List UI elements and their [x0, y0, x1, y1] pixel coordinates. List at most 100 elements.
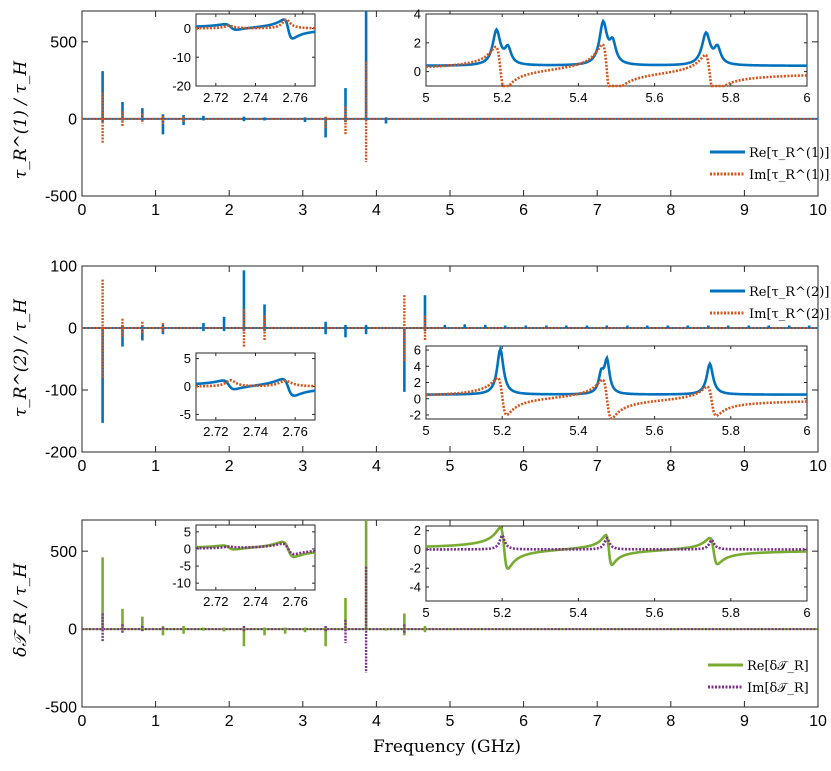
panel-1-xtick-label: 7 [593, 202, 602, 219]
panel-2-plot-area: 0 1 2 3 4 5 6 7 8 9 10 -200 -100 0 100 2.72 2.74 2.76 -5 0 5… [45, 259, 827, 475]
panel-3-xtick-label: 5 [446, 713, 455, 730]
panel-2: 0 1 2 3 4 5 6 7 8 9 10 -200 -100 0 100 2.72 2.74 2.76 -5 0 5… [11, 259, 829, 475]
panel-1-inset-2-ytick-label: 4 [414, 7, 421, 22]
panel-1-xtick-label: 3 [298, 202, 307, 219]
panel-3-inset-2-xtick-label: 5.8 [722, 605, 740, 620]
panel-2-inset-1-ytick-label: -5 [179, 407, 191, 422]
panel-2-xtick-label: 4 [372, 458, 381, 475]
panel-3-legend-im-label: Im[δ𝒯_R] [747, 681, 809, 696]
panel-1-inset-2-re-line [426, 18, 808, 67]
panel-1-xtick-label: 4 [372, 202, 381, 219]
panel-3-xtick-label: 4 [372, 713, 381, 730]
panel-2-inset-1-xtick-label: 2.72 [203, 424, 228, 439]
panel-2-ytick-label: -200 [45, 445, 77, 462]
panel-2-inset-2-ytick-label: 0 [414, 391, 421, 406]
panel-1-xtick-label: 1 [151, 202, 160, 219]
panel-3-ylabel: δ𝒯_R / τ_H [11, 562, 31, 657]
panel-1-legend-im-label: Im[τ_R^(1)] [749, 168, 829, 183]
panel-3-ytick-label: -500 [45, 700, 77, 717]
panel-1-xtick-label: 6 [519, 202, 528, 219]
panel-1-inset-1-im-line [196, 18, 316, 30]
panel-2-xtick-label: 9 [740, 458, 749, 475]
panel-3-ytick-label: 500 [50, 544, 77, 561]
panel-3-xtick-label: 9 [740, 713, 749, 730]
panel-1-inset-1-xtick-label: 2.76 [283, 90, 308, 105]
panel-3-xtick-label: 10 [809, 713, 827, 730]
panel-1-legend: Re[τ_R^(1)] Im[τ_R^(1)] [702, 140, 829, 188]
panel-2-inset-1-ytick-label: 0 [184, 379, 191, 394]
panel-3-inset-1-ytick-label: 5 [184, 524, 191, 539]
panel-1-inset-2-xtick-label: 5.4 [569, 90, 587, 105]
panel-3-inset-1-xtick-label: 2.76 [283, 594, 308, 609]
panel-1-ylabel: τ_R^(1) / τ_H [11, 60, 31, 179]
panel-1-inset-2: 5 5.2 5.4 5.6 5.8 6 0 2 4 [414, 7, 811, 105]
panel-2-inset-2-xtick-label: 5.6 [646, 423, 664, 438]
panel-3-legend-re-label: Re[δ𝒯_R] [747, 659, 809, 674]
x-axis-title: Frequency (GHz) [373, 737, 521, 757]
panel-1-inset-2-xtick-label: 6 [803, 90, 810, 105]
panel-2-xtick-label: 8 [666, 458, 675, 475]
panel-3-inset-2: 5 5.2 5.4 5.6 5.8 6 -4 -2 0 2 [409, 523, 810, 620]
panel-3-xtick-label: 3 [298, 713, 307, 730]
panel-3-inset-1-xtick-label: 2.72 [203, 594, 228, 609]
panel-2-inset-1-xtick-label: 2.76 [283, 424, 308, 439]
panel-2-inset-2-im-line [425, 376, 808, 420]
panel-1-xtick-label: 10 [809, 202, 827, 219]
panel-2-inset-2-re-line [425, 345, 807, 396]
panel-1-ytick-label: 500 [50, 34, 77, 51]
panel-3-inset-1-im-line [196, 542, 316, 556]
panel-3-inset-1-ytick-label: -10 [172, 576, 191, 591]
panel-3-inset-2-ytick-label: 0 [414, 542, 421, 557]
panel-3-inset-2-ytick-label: -4 [409, 579, 421, 594]
panel-2-inset-2-ytick-label: 6 [414, 343, 421, 358]
panel-2-xtick-label: 7 [593, 458, 602, 475]
panel-2-xtick-label: 5 [446, 458, 455, 475]
panel-2-y-axis-title: τ_R^(2) / τ_H [11, 298, 31, 417]
panel-1-xtick-label: 2 [225, 202, 234, 219]
panel-1-inset-2-xtick-label: 5.8 [722, 90, 740, 105]
panel-2-inset-2-ytick-label: 4 [414, 359, 421, 374]
panel-3-inset-1-xtick-label: 2.74 [243, 594, 268, 609]
panel-3-y-axis-title: δ𝒯_R / τ_H [11, 562, 31, 657]
panel-2-inset-2-xtick-label: 5.4 [569, 423, 587, 438]
panel-1-inset-1-ytick-label: 0 [184, 21, 191, 36]
panel-3-inset-2-xtick-label: 6 [803, 605, 810, 620]
panel-3-inset-2-re-line [425, 525, 808, 571]
panel-1-inset-1-xtick-label: 2.72 [203, 90, 228, 105]
panel-1-inset-2-ytick-label: 0 [414, 64, 421, 79]
panel-3-inset-1-ytick-label: -5 [179, 559, 191, 574]
panel-2-inset-2-xtick-label: 5.8 [722, 423, 740, 438]
panel-3-inset-2-xtick-label: 5.4 [569, 605, 587, 620]
panel-3-inset-2-im-line [426, 533, 807, 551]
panel-1-inset-1-ytick-label: -10 [172, 50, 191, 65]
panel-2-ylabel: τ_R^(2) / τ_H [11, 298, 31, 417]
panel-2-legend-im-label: Im[τ_R^(2)] [749, 307, 829, 322]
panel-1-inset-2-xtick-label: 5.6 [646, 90, 664, 105]
panel-2-xtick-label: 0 [78, 458, 87, 475]
panel-3-legend: Re[δ𝒯_R] Im[δ𝒯_R] [700, 652, 810, 698]
panel-1-inset-1-ytick-label: -20 [172, 79, 191, 94]
panel-2-xtick-label: 10 [809, 458, 827, 475]
panel-2-legend: Re[τ_R^(2)] Im[τ_R^(2)] [702, 277, 829, 325]
panel-1-inset-2-xtick-label: 5 [422, 90, 429, 105]
panel-2-inset-2-xtick-label: 5 [422, 423, 429, 438]
panel-2-inset-1: 2.72 2.74 2.76 -5 0 5 [179, 351, 316, 439]
panel-2-inset-2-frame [425, 345, 808, 420]
panel-2-legend-box [702, 277, 810, 325]
panel-2-inset-1-ytick-label: 5 [184, 351, 191, 366]
panel-2-ytick-label: 100 [50, 259, 77, 276]
panel-3-ytick-label: 0 [68, 622, 77, 639]
panel-2-inset-1-xtick-label: 2.74 [243, 424, 268, 439]
panel-3-xtick-label: 2 [225, 713, 234, 730]
panel-2-legend-re-label: Re[τ_R^(2)] [749, 285, 829, 300]
panel-1-xtick-label: 9 [740, 202, 749, 219]
panel-1-legend-re-label: Re[τ_R^(1)] [749, 146, 829, 161]
panel-3-inset-2-xtick-label: 5 [422, 605, 429, 620]
panel-2-inset-2-xtick-label: 6 [803, 423, 810, 438]
panel-1-ytick-label: -500 [45, 189, 77, 206]
panel-3-inset-1-ytick-label: 0 [184, 541, 191, 556]
panel-3-xtick-label: 1 [151, 713, 160, 730]
